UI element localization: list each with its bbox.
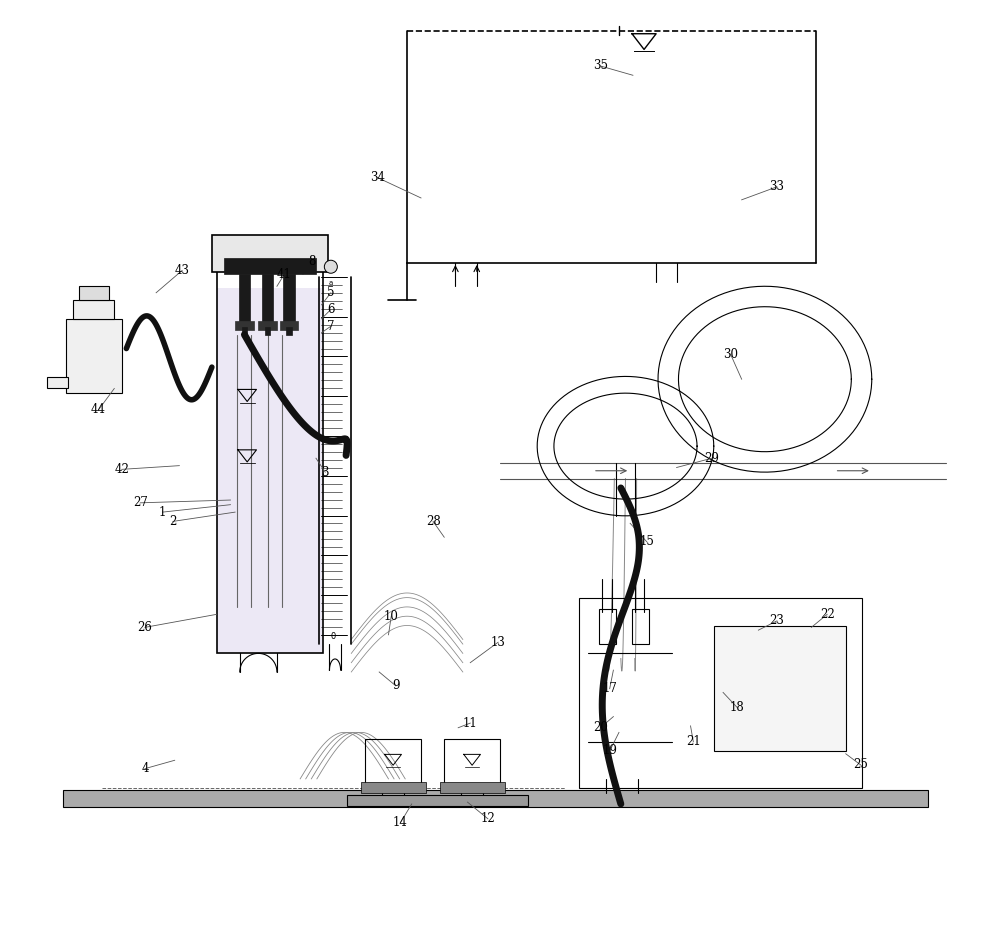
Text: 8: 8 <box>309 254 316 267</box>
Text: 9: 9 <box>392 680 400 693</box>
Text: 3: 3 <box>322 466 329 479</box>
Text: 21: 21 <box>686 735 701 748</box>
Text: 30: 30 <box>723 348 738 361</box>
Text: 25: 25 <box>853 758 868 771</box>
Bar <box>265 327 270 335</box>
Text: 23: 23 <box>770 614 784 627</box>
Text: 35: 35 <box>593 60 608 73</box>
Bar <box>280 321 298 330</box>
Text: 43: 43 <box>175 264 190 277</box>
Bar <box>361 782 426 793</box>
Text: 44: 44 <box>91 403 106 416</box>
Text: 34: 34 <box>370 171 385 184</box>
Bar <box>365 739 421 790</box>
Text: 18: 18 <box>730 701 744 713</box>
Bar <box>347 795 528 806</box>
Text: 13: 13 <box>491 636 506 649</box>
Bar <box>262 274 273 325</box>
Text: 20: 20 <box>593 721 608 734</box>
Bar <box>440 782 505 793</box>
Text: 29: 29 <box>704 452 719 465</box>
Text: 27: 27 <box>133 496 148 510</box>
Text: 15: 15 <box>639 536 654 548</box>
Circle shape <box>324 260 337 273</box>
Bar <box>63 790 928 807</box>
Text: 26: 26 <box>138 621 152 634</box>
Bar <box>714 626 846 751</box>
Text: 12: 12 <box>481 813 495 826</box>
Text: 10: 10 <box>384 610 399 623</box>
Bar <box>444 739 500 790</box>
Text: 7: 7 <box>327 320 335 333</box>
Text: 17: 17 <box>602 683 617 696</box>
Text: 0: 0 <box>330 632 335 641</box>
Bar <box>217 263 323 654</box>
Bar <box>579 597 862 788</box>
Bar <box>283 274 295 325</box>
Text: 2: 2 <box>169 515 177 528</box>
Bar <box>286 327 292 335</box>
Bar <box>599 609 616 644</box>
Bar <box>73 300 114 319</box>
Bar <box>66 319 122 393</box>
Bar <box>258 321 277 330</box>
Text: 41: 41 <box>277 267 292 280</box>
Bar <box>239 274 250 325</box>
Text: 33: 33 <box>769 180 784 194</box>
Text: 4: 4 <box>141 762 149 775</box>
Bar <box>212 235 328 272</box>
Text: a: a <box>329 280 333 286</box>
Bar <box>235 321 254 330</box>
Bar <box>224 258 316 274</box>
Bar <box>217 288 322 653</box>
Text: 6: 6 <box>327 303 335 316</box>
Text: 11: 11 <box>463 716 478 729</box>
Text: 1: 1 <box>159 506 166 519</box>
Text: 22: 22 <box>820 608 835 621</box>
Text: 14: 14 <box>393 816 408 829</box>
Text: 28: 28 <box>426 515 440 528</box>
Bar <box>242 327 247 335</box>
Text: 5: 5 <box>327 286 335 299</box>
Text: 19: 19 <box>602 744 617 757</box>
Bar <box>47 378 68 389</box>
Text: 42: 42 <box>114 463 129 476</box>
Bar <box>632 609 649 644</box>
Bar <box>79 286 109 300</box>
